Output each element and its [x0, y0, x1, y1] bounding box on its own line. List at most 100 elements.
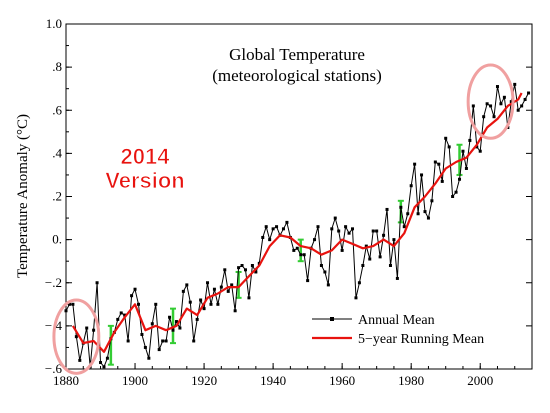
annual-mean-series	[64, 82, 531, 369]
annual-mean-point	[447, 145, 451, 149]
annual-mean-point	[489, 104, 493, 108]
annual-mean-point	[254, 270, 258, 274]
annual-mean-point	[354, 296, 358, 300]
annual-mean-point	[154, 302, 158, 306]
annual-mean-point	[461, 149, 465, 153]
annual-mean-point	[406, 212, 410, 216]
annual-mean-point	[316, 225, 320, 229]
annual-mean-point	[416, 212, 420, 216]
annual-mean-point	[323, 270, 327, 274]
y-tick-label: .4	[52, 145, 62, 160]
annual-mean-point	[178, 326, 182, 330]
annual-mean-point	[451, 195, 455, 198]
highlight-circle	[52, 298, 101, 375]
annual-mean-point	[99, 361, 103, 365]
annual-mean-point	[168, 315, 172, 319]
annual-mean-point	[123, 313, 127, 317]
highlight-circles	[52, 63, 515, 375]
annual-mean-point	[423, 210, 427, 214]
annual-mean-point	[319, 264, 323, 267]
annual-mean-point	[388, 264, 392, 267]
annual-mean-point	[174, 320, 178, 324]
x-tick-label: 1960	[329, 373, 355, 388]
y-tick-label: .8	[52, 59, 62, 74]
annual-mean-point	[126, 339, 130, 343]
annual-mean-point	[116, 317, 120, 321]
annual-mean-point	[326, 283, 330, 287]
annual-mean-point	[520, 104, 524, 108]
annual-mean-point	[337, 229, 341, 233]
x-tick-label: 2000	[467, 373, 493, 388]
y-tick-label: −.2	[45, 275, 62, 290]
y-tick-label: 1.0	[46, 16, 62, 31]
annual-mean-point	[471, 104, 475, 108]
annual-mean-point	[375, 229, 379, 233]
annual-mean-point	[433, 160, 437, 164]
annual-mean-point	[426, 216, 430, 220]
annual-mean-point	[136, 302, 140, 306]
annual-mean-point	[219, 285, 223, 289]
annual-mean-point	[395, 276, 399, 280]
annual-mean-point	[78, 358, 82, 362]
annual-mean-point	[492, 115, 496, 119]
annual-mean-point	[133, 287, 137, 291]
annual-mean-point	[357, 281, 361, 285]
annual-mean-point	[216, 302, 220, 306]
version-stamp-word: Version	[105, 168, 184, 193]
annual-mean-point	[261, 235, 265, 239]
annual-mean-point	[161, 339, 165, 343]
y-axis-label: Temperature Anomaly (°C)	[15, 114, 31, 278]
annual-mean-point	[74, 335, 78, 339]
x-tick-label: 1940	[260, 373, 286, 388]
annual-mean-point	[313, 238, 317, 242]
annual-mean-point	[226, 289, 230, 293]
annual-mean-point	[185, 283, 189, 287]
annual-mean-point	[340, 248, 344, 252]
annual-mean-point	[385, 207, 389, 211]
annual-mean-point	[102, 365, 106, 369]
annual-mean-point	[181, 289, 185, 293]
annual-mean-point	[143, 345, 147, 349]
annual-mean-point	[306, 279, 310, 283]
y-tick-label: .6	[52, 102, 62, 117]
annual-mean-point	[513, 82, 517, 86]
annual-mean-point	[281, 227, 285, 231]
x-tick-label: 1900	[122, 373, 148, 388]
annual-mean-point	[330, 227, 334, 231]
annual-mean-point	[71, 302, 75, 306]
y-tick-label: .2	[52, 189, 62, 204]
annual-mean-point	[195, 317, 199, 321]
annual-mean-point	[212, 287, 216, 291]
annual-mean-point	[402, 225, 406, 229]
annual-mean-point	[527, 91, 531, 95]
annual-mean-point	[67, 302, 71, 306]
y-tick-label: −.6	[45, 361, 63, 376]
annual-mean-point	[523, 97, 527, 101]
annual-mean-point	[157, 348, 161, 352]
annual-mean-point	[92, 328, 96, 332]
version-stamp-year: 2014	[121, 144, 171, 169]
annual-mean-point	[271, 227, 275, 231]
annual-mean-point	[502, 95, 506, 99]
annual-mean-point	[247, 296, 251, 300]
annual-mean-point	[285, 220, 289, 224]
annual-mean-point	[164, 339, 168, 343]
annual-mean-point	[264, 225, 268, 229]
annual-mean-point	[485, 102, 489, 106]
annual-mean-point	[440, 179, 444, 183]
annual-mean-point	[85, 326, 89, 330]
annual-mean-point	[188, 300, 192, 304]
chart-subtitle: (meteorological stations)	[212, 66, 381, 85]
running-mean-line	[71, 92, 523, 353]
annual-mean-point	[333, 216, 337, 220]
legend-annual-marker	[330, 317, 334, 321]
annual-mean-point	[454, 190, 458, 194]
annual-mean-point	[275, 225, 279, 229]
annual-mean-point	[171, 328, 175, 332]
annual-mean-point	[430, 199, 434, 203]
annual-mean-point	[482, 115, 486, 119]
annual-mean-point	[399, 205, 403, 209]
legend-annual-label: Annual Mean	[358, 313, 435, 328]
annual-mean-point	[95, 281, 99, 285]
legend: Annual Mean 5−year Running Mean	[312, 313, 484, 347]
